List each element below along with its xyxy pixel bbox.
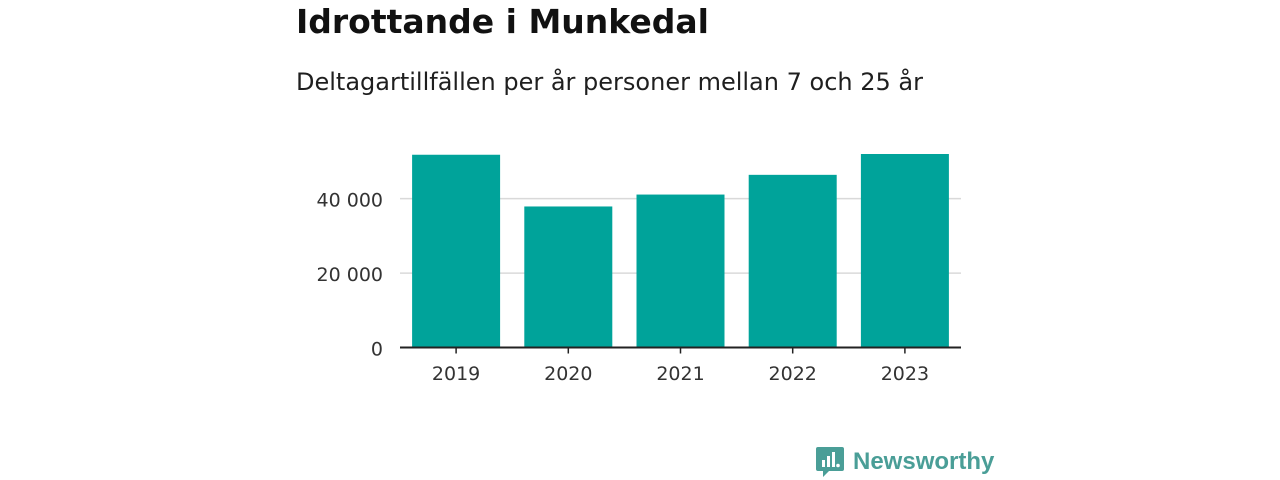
x-tick-label: 2019 — [432, 363, 480, 385]
bar — [524, 206, 613, 348]
y-tick-label: 0 — [371, 339, 383, 361]
x-tick-label: 2022 — [769, 363, 817, 385]
chart-title: Idrottande i Munkedal — [296, 2, 709, 41]
y-tick-label: 40 000 — [317, 190, 383, 212]
newsworthy-logo-icon — [816, 447, 844, 477]
bar — [860, 154, 949, 348]
bar-chart: 0 20 000 40 000 2019 2020 2021 2022 2023 — [317, 154, 961, 385]
x-tick-label: 2021 — [656, 363, 704, 385]
x-tick-label: 2023 — [881, 363, 929, 385]
bar — [412, 154, 501, 348]
bar — [636, 194, 725, 348]
brand-name: Newsworthy — [853, 448, 995, 475]
newsworthy-brand[interactable]: Newsworthy — [815, 446, 994, 478]
bar — [748, 174, 837, 348]
y-tick-label: 20 000 — [317, 264, 383, 286]
x-tick-label: 2020 — [544, 363, 592, 385]
chart-subtitle: Deltagartillfällen per år personer mella… — [296, 68, 923, 96]
